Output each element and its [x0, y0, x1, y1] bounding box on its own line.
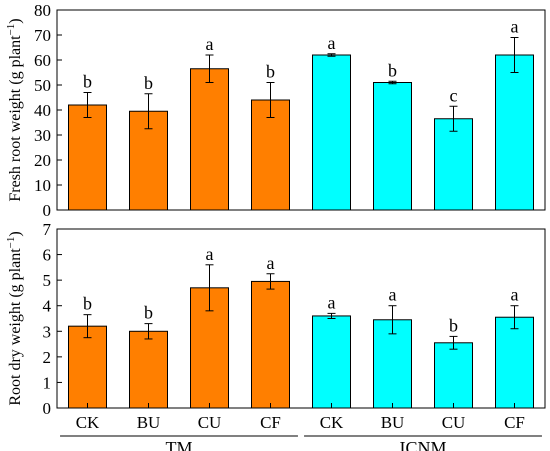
y-tick-label: 7 [43, 220, 52, 239]
bar [251, 280, 290, 409]
bar [373, 82, 412, 211]
significance-label: a [511, 17, 519, 37]
significance-label: c [450, 85, 458, 105]
y-tick-label: 70 [34, 26, 51, 45]
bar [312, 54, 351, 211]
y-tick-label: 2 [43, 348, 52, 367]
y-tick-label: 3 [43, 322, 52, 341]
bar [68, 325, 107, 409]
bar [251, 99, 290, 211]
y-tick-label: 30 [34, 126, 51, 145]
significance-label: a [511, 285, 519, 305]
x-tick-label: CU [198, 413, 222, 432]
significance-label: b [144, 73, 153, 93]
y-tick-label: 6 [43, 246, 52, 265]
y-tick-label: 4 [43, 297, 52, 316]
y-tick-label: 1 [43, 373, 52, 392]
y-axis-title: Fresh root weight (g plant−1) [5, 18, 24, 201]
significance-label: b [144, 303, 153, 323]
y-tick-label: 80 [34, 1, 51, 20]
significance-label: b [266, 62, 275, 82]
significance-label: a [328, 33, 336, 53]
chart-panel-2: 0 1 2 3 4 5 6 7 b b a a a a b a Root dry weight (g plant… [5, 220, 546, 418]
y-tick-label: 10 [34, 176, 51, 195]
bar [68, 104, 107, 211]
y-axis-title: Root dry weight (g plant−1) [5, 231, 24, 405]
bar [129, 330, 168, 409]
group-label: ICNM [399, 438, 446, 451]
significance-label: a [206, 34, 214, 54]
bar [190, 68, 229, 211]
y-tick-label: 40 [34, 101, 51, 120]
significance-label: a [267, 253, 275, 273]
bar [434, 342, 473, 409]
significance-label: a [389, 285, 397, 305]
x-tick-label: BU [137, 413, 161, 432]
bar [373, 319, 412, 409]
chart-panel-1: 0 10 20 30 40 50 60 70 80 b b a b a b c a Fresh root weig… [5, 1, 546, 220]
y-tick-label: 0 [43, 201, 52, 220]
x-tick-label: CF [504, 413, 525, 432]
x-tick-label: CK [320, 413, 344, 432]
y-tick-label: 50 [34, 76, 51, 95]
group-label: TM [166, 438, 193, 451]
y-tick-label: 0 [43, 399, 52, 418]
bar [495, 54, 534, 211]
significance-label: b [388, 60, 397, 80]
significance-label: b [449, 315, 458, 335]
significance-label: a [206, 244, 214, 264]
plot-frame [56, 228, 546, 409]
significance-label: b [83, 72, 92, 92]
y-tick-label: 60 [34, 51, 51, 70]
x-tick-label: CK [76, 413, 100, 432]
x-tick-label: CU [442, 413, 466, 432]
significance-label: a [328, 292, 336, 312]
y-tick-label: 20 [34, 151, 51, 170]
x-tick-label: CF [260, 413, 281, 432]
y-tick-label: 5 [43, 271, 52, 290]
x-tick-label: BU [381, 413, 405, 432]
significance-label: b [83, 294, 92, 314]
bar [434, 118, 473, 211]
bar [312, 315, 351, 409]
bar [495, 316, 534, 409]
